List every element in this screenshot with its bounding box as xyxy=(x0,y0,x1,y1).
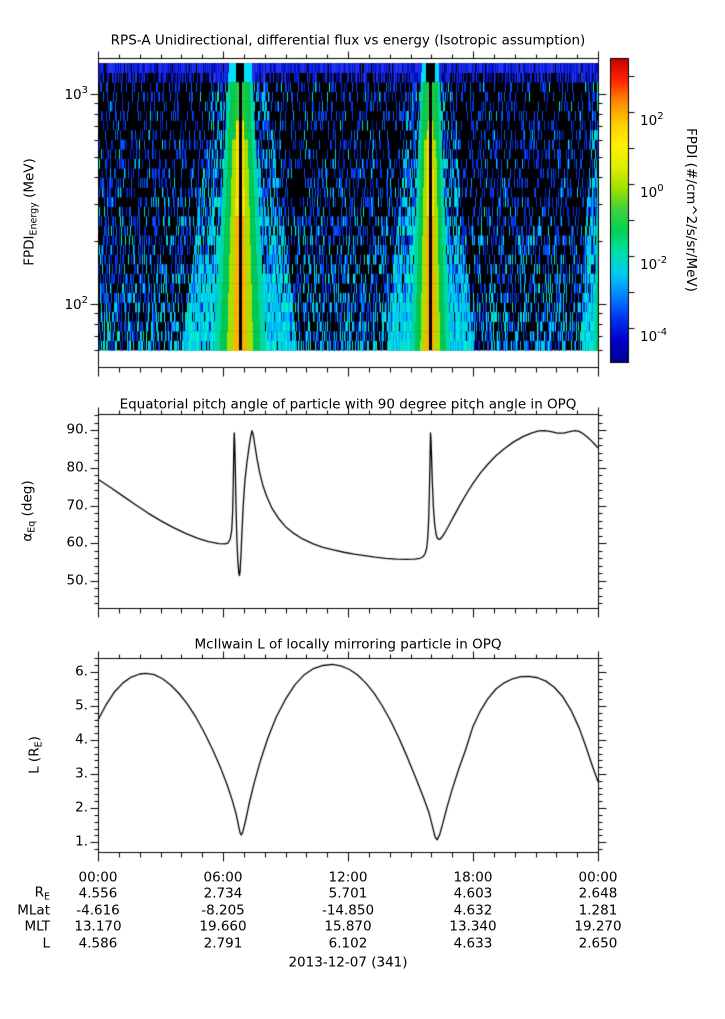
date-label: 2013-12-07 (341) xyxy=(288,954,408,971)
mcilwain_l-y-tick-label: 5. xyxy=(75,697,88,714)
annotation-value: -14.850 xyxy=(321,901,375,918)
colorbar-tick-label: 102 xyxy=(640,111,664,130)
annotation-value: 19.270 xyxy=(574,918,622,935)
l-shell-title: McIlwain L of locally mirroring particle… xyxy=(194,636,502,653)
annotation-value: 4.633 xyxy=(453,934,493,951)
annotation-value: -4.616 xyxy=(76,901,120,918)
l-shell-y-axis-label: L (RE) xyxy=(26,736,45,774)
annotation-row-label: RE xyxy=(34,884,50,903)
colorbar-label: FPDI (#/cm^2/s/sr/MeV) xyxy=(682,128,699,292)
annotation-value: 4.556 xyxy=(78,885,118,902)
spectrogram-y-tick-label: 102 xyxy=(64,294,88,313)
annotation-value: 1.281 xyxy=(578,901,618,918)
annotation-value: 13.340 xyxy=(449,918,497,935)
annotation-value: 4.603 xyxy=(453,885,493,902)
spectrogram-y-tick-label: 103 xyxy=(64,84,88,103)
annotation-value: 2.791 xyxy=(203,934,243,951)
pitch-angle-y-axis-label: αEq (deg) xyxy=(19,480,38,542)
spectrogram-title: RPS-A Unidirectional, differential flux … xyxy=(110,32,586,49)
annotation-value: 2.648 xyxy=(578,885,618,902)
mcilwain_l-y-tick-label: 1. xyxy=(75,833,88,850)
annotation-value: 5.701 xyxy=(328,885,368,902)
annotation-value: 4.632 xyxy=(453,901,493,918)
time-label: 12:00 xyxy=(328,869,368,886)
colorbar-tick-label: 10-2 xyxy=(640,255,668,274)
pitch_angle-y-tick-label: 90. xyxy=(66,421,88,438)
pitch_angle-y-tick-label: 70. xyxy=(66,496,88,513)
annotation-row-label: MLT xyxy=(24,918,50,935)
annotation-value: 2.734 xyxy=(203,885,243,902)
annotation-value: 13.170 xyxy=(74,918,122,935)
pitch_angle-y-tick-label: 60. xyxy=(66,534,88,551)
mcilwain_l-y-tick-label: 2. xyxy=(75,799,88,816)
pitch-angle-title: Equatorial pitch angle of particle with … xyxy=(119,396,577,413)
mcilwain_l-y-tick-label: 3. xyxy=(75,765,88,782)
colorbar-tick-label: 100 xyxy=(640,183,664,202)
time-label: 18:00 xyxy=(453,869,493,886)
annotation-value: -8.205 xyxy=(201,901,245,918)
annotation-value: 15.870 xyxy=(324,918,372,935)
time-label: 00:00 xyxy=(78,869,118,886)
mcilwain_l-y-tick-label: 4. xyxy=(75,731,88,748)
annotation-row-label: MLat xyxy=(17,901,50,918)
time-label: 00:00 xyxy=(578,869,618,886)
pitch_angle-y-tick-label: 80. xyxy=(66,459,88,476)
annotation-value: 4.586 xyxy=(78,934,118,951)
pitch_angle-y-tick-label: 50. xyxy=(66,572,88,589)
annotation-value: 19.660 xyxy=(199,918,247,935)
annotation-row-label: L xyxy=(42,934,50,951)
spectrogram-y-axis-label: FPDIEnergy (MeV) xyxy=(21,158,40,266)
annotation-value: 6.102 xyxy=(328,934,368,951)
annotation-value: 2.650 xyxy=(578,934,618,951)
mcilwain_l-y-tick-label: 6. xyxy=(75,663,88,680)
colorbar-tick-label: 10-4 xyxy=(640,327,668,346)
time-label: 06:00 xyxy=(203,869,243,886)
